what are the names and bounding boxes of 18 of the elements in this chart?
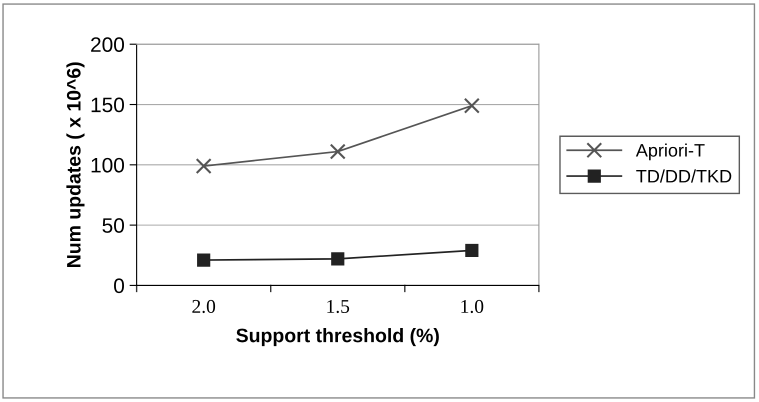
- y-tick-label: 50: [102, 218, 124, 233]
- legend-label: TD/DD/TKD: [636, 169, 732, 183]
- point: [330, 144, 346, 160]
- x-tick-label: 2.0: [192, 300, 216, 314]
- x-axis-title: Support threshold (%): [236, 328, 439, 346]
- point: [196, 158, 212, 174]
- y-axis-title: Num updates ( x 10^6): [66, 62, 85, 267]
- x-tick-label: 1.5: [327, 300, 350, 314]
- point: [464, 98, 480, 114]
- x-tick-label: 1.0: [461, 300, 484, 314]
- point: [197, 253, 210, 267]
- point: [331, 252, 344, 266]
- y-tick-label: 100: [92, 158, 124, 173]
- legend-label: Apriori-T: [636, 143, 705, 160]
- y-tick-label: 0: [114, 278, 124, 294]
- point: [465, 244, 478, 258]
- y-tick-label: 200: [91, 37, 124, 52]
- y-tick-label: 150: [92, 98, 124, 112]
